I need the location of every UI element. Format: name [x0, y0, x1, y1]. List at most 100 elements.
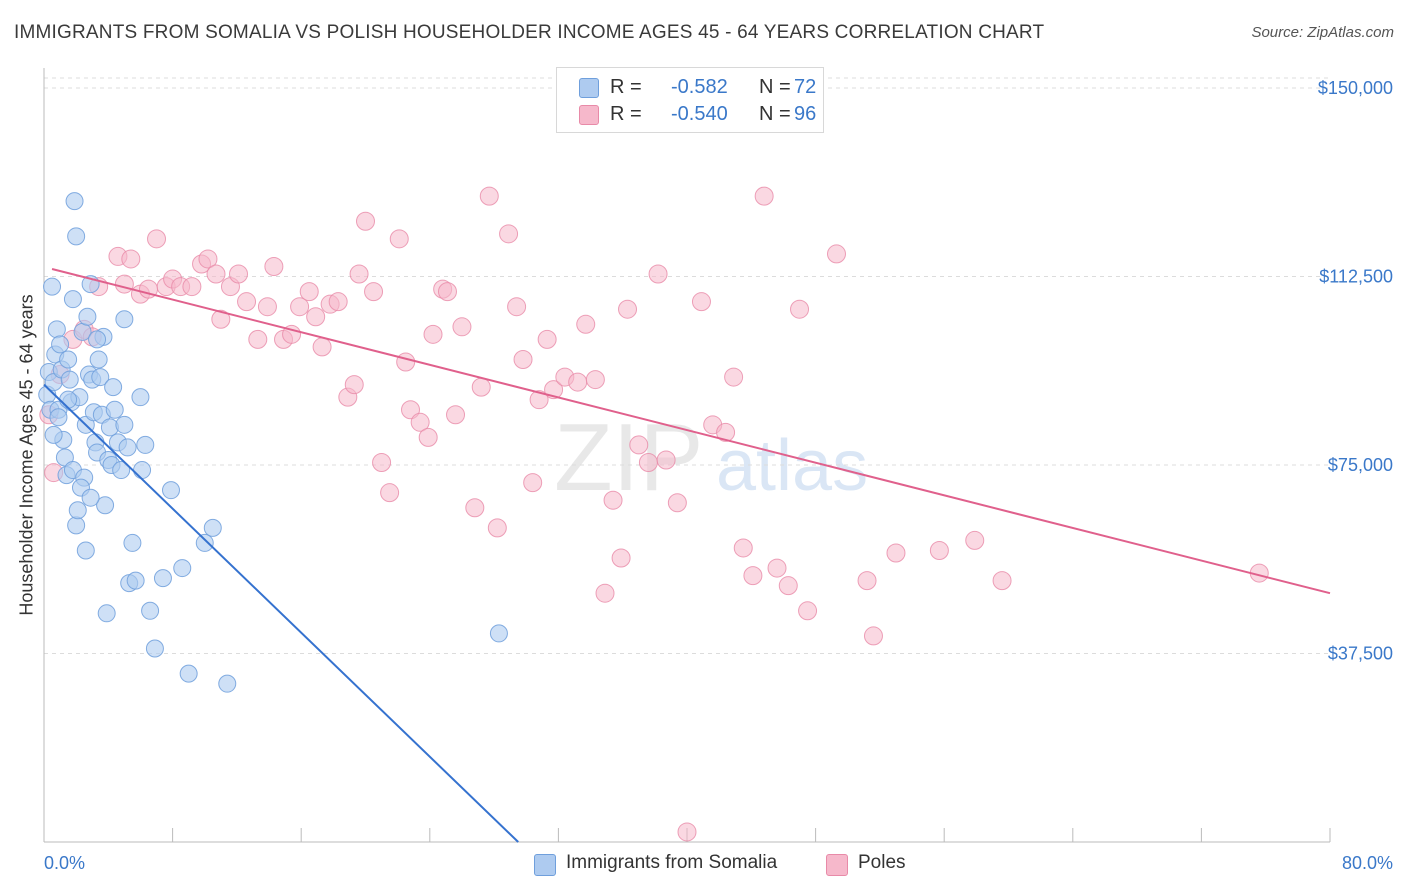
poles-point	[863, 626, 883, 646]
somalia-point	[68, 501, 87, 520]
poles-point	[529, 390, 549, 410]
poles-legend-swatch	[826, 854, 848, 876]
poles-point	[724, 367, 744, 387]
poles-point	[576, 314, 596, 334]
somalia-point	[67, 227, 86, 246]
r-label: R =	[610, 103, 642, 125]
poles-point	[121, 249, 141, 269]
poles-point	[499, 224, 519, 244]
poles-point	[229, 264, 249, 284]
somalia-point	[203, 518, 222, 537]
somalia-point	[55, 448, 74, 467]
somalia-point	[59, 390, 78, 409]
n-value: 72	[794, 76, 817, 98]
poles-point	[290, 297, 310, 317]
poles-point	[790, 299, 810, 319]
somalia-point	[173, 559, 192, 578]
poles-point	[312, 337, 332, 357]
poles-point	[306, 307, 326, 327]
legend-label: Immigrants from Somalia	[566, 852, 778, 873]
n-value: 96	[794, 103, 817, 125]
somalia-point	[91, 368, 110, 387]
poles-point	[507, 297, 527, 317]
poles-point	[446, 405, 466, 425]
somalia-point	[96, 496, 115, 515]
poles-point	[452, 317, 472, 337]
trend-lines	[43, 268, 1331, 843]
tick-labels: $37,500 $75,000 $112,500 $150,000 0.0% 80.0%	[44, 78, 1393, 873]
somalia-point	[145, 639, 164, 658]
somalia-point	[115, 310, 134, 329]
somalia-point	[78, 307, 97, 326]
poles-point	[537, 329, 557, 349]
somalia-point	[76, 541, 95, 560]
somalia-point	[81, 488, 100, 507]
poles-point	[198, 249, 218, 269]
poles-point	[767, 558, 787, 578]
somalia-point	[141, 601, 160, 620]
somalia-point	[89, 350, 108, 369]
axes	[43, 68, 1331, 843]
poles-point	[257, 297, 277, 317]
poles-point	[114, 274, 134, 294]
poles-point	[965, 530, 985, 550]
poles-point	[568, 372, 588, 392]
somalia-swatch	[579, 78, 599, 98]
somalia-point	[133, 461, 152, 480]
r-value: -0.540	[671, 103, 728, 125]
poles-point	[778, 576, 798, 596]
poles-point	[147, 229, 167, 249]
n-label: N =	[759, 76, 791, 98]
poles-point	[929, 540, 949, 560]
somalia-point	[105, 400, 124, 419]
somalia-point	[489, 624, 508, 643]
legend-label: Poles	[858, 852, 906, 873]
poles-point	[487, 518, 507, 538]
poles-point	[754, 186, 774, 206]
poles-point	[380, 483, 400, 503]
poles-point	[471, 377, 491, 397]
poles-point	[437, 282, 457, 302]
poles-point	[299, 282, 319, 302]
somalia-point	[88, 330, 107, 349]
poles-point	[667, 493, 687, 513]
poles-point	[595, 583, 615, 603]
grid-lines	[44, 77, 1330, 655]
poles-point	[264, 256, 284, 276]
watermark-atlas: atlas	[716, 426, 868, 506]
poles-point	[410, 412, 430, 432]
poles-point	[716, 422, 736, 442]
somalia-point	[97, 604, 116, 623]
somalia-legend-swatch	[534, 854, 556, 876]
y-tick-label: $112,500	[1319, 267, 1393, 287]
poles-point	[479, 186, 499, 206]
stats-legend: R = -0.582 N = 72 R = -0.540 N = 96	[556, 67, 824, 133]
x-tick-label-min: 0.0%	[44, 853, 85, 873]
somalia-point	[67, 516, 86, 535]
n-label: N =	[759, 103, 791, 125]
poles-point	[372, 453, 392, 473]
y-tick-label: $37,500	[1328, 644, 1393, 664]
poles-point	[611, 548, 631, 568]
r-value: -0.582	[671, 76, 728, 98]
poles-point	[423, 324, 443, 344]
somalia-point	[47, 320, 66, 339]
somalia-trend-line	[43, 383, 519, 843]
poles-point	[182, 277, 202, 297]
somalia-point	[44, 425, 63, 444]
poles-point	[282, 324, 302, 344]
chart-title: IMMIGRANTS FROM SOMALIA VS POLISH HOUSEH…	[14, 22, 1045, 43]
poles-swatch	[579, 105, 599, 125]
somalia-point	[63, 290, 82, 309]
poles-point	[992, 571, 1012, 591]
poles-point	[211, 309, 231, 329]
watermark-zip: ZIP	[554, 404, 703, 511]
poles-point	[743, 566, 763, 586]
poles-point	[389, 229, 409, 249]
somalia-point	[115, 415, 134, 434]
somalia-point	[49, 408, 68, 427]
somalia-point	[65, 192, 84, 211]
poles-point	[603, 490, 623, 510]
poles-point	[618, 299, 638, 319]
